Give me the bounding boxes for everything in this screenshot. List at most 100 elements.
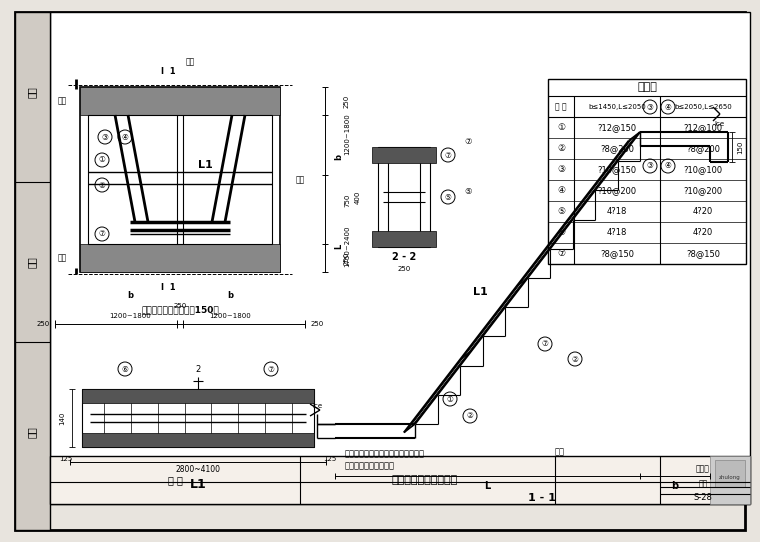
- Bar: [80, 244, 280, 272]
- Text: b≤1450,L≤2050: b≤1450,L≤2050: [588, 104, 646, 110]
- Text: lce: lce: [312, 403, 322, 409]
- Text: 750: 750: [344, 193, 350, 207]
- Text: 砼墙: 砼墙: [57, 254, 67, 262]
- Text: 4?18: 4?18: [606, 228, 627, 237]
- Polygon shape: [715, 460, 745, 487]
- Text: ?8@200: ?8@200: [686, 144, 720, 153]
- Text: ?8@150: ?8@150: [686, 249, 720, 258]
- Text: lce: lce: [714, 121, 724, 127]
- Text: ⑤: ⑤: [464, 188, 472, 197]
- Text: ?10@150: ?10@150: [597, 165, 637, 174]
- Text: 1200~1800: 1200~1800: [209, 313, 251, 319]
- Text: 250: 250: [344, 251, 350, 264]
- Text: b: b: [227, 292, 233, 300]
- Text: 砼墙: 砼墙: [57, 96, 67, 106]
- Text: 1200~1800: 1200~1800: [109, 313, 151, 319]
- Text: 1200~1800: 1200~1800: [344, 113, 350, 155]
- Bar: [80, 87, 280, 115]
- Text: ?10@100: ?10@100: [683, 165, 723, 174]
- Text: 250: 250: [397, 266, 410, 272]
- Text: 1750~2400: 1750~2400: [344, 225, 350, 267]
- Text: S-28: S-28: [694, 494, 712, 502]
- Text: ⑦: ⑦: [99, 229, 106, 238]
- Text: ②: ②: [572, 354, 578, 364]
- Text: ④: ④: [664, 162, 671, 171]
- Text: ⑤: ⑤: [445, 192, 451, 202]
- Text: L1: L1: [198, 160, 212, 170]
- Text: 配 筋: 配 筋: [556, 102, 567, 112]
- Text: 应按防倒塌要求处理。: 应按防倒塌要求处理。: [345, 461, 395, 470]
- Text: zhulong: zhulong: [719, 474, 741, 480]
- Text: 页次: 页次: [698, 480, 708, 488]
- Text: b: b: [671, 481, 679, 491]
- Text: ①: ①: [99, 156, 106, 165]
- Text: 2: 2: [195, 365, 201, 373]
- Text: 图名: 图名: [27, 86, 37, 98]
- Bar: [80, 87, 280, 272]
- Text: 4?20: 4?20: [693, 207, 713, 216]
- Bar: [372, 231, 436, 247]
- Text: 2 - 2: 2 - 2: [392, 252, 416, 262]
- Bar: [82, 433, 314, 447]
- Text: ③: ③: [647, 102, 654, 112]
- Text: ②: ②: [467, 411, 473, 421]
- Text: ⑤: ⑤: [557, 207, 565, 216]
- Text: 砼墙: 砼墙: [296, 176, 305, 184]
- Text: I  1: I 1: [160, 68, 176, 76]
- Text: 1 - 1: 1 - 1: [528, 493, 556, 503]
- Text: ①: ①: [557, 123, 565, 132]
- Text: 4?18: 4?18: [606, 207, 627, 216]
- Text: ?12@100: ?12@100: [683, 123, 723, 132]
- Text: L: L: [484, 481, 490, 491]
- Text: 140: 140: [59, 411, 65, 425]
- Text: 250: 250: [344, 94, 350, 108]
- Text: ④: ④: [122, 132, 128, 141]
- Text: 250: 250: [173, 303, 187, 309]
- Text: L1: L1: [473, 287, 487, 297]
- Text: b: b: [127, 292, 133, 300]
- Text: 2800~4100: 2800~4100: [176, 464, 220, 474]
- Text: ?8@150: ?8@150: [600, 249, 634, 258]
- Text: 配筋表: 配筋表: [637, 82, 657, 92]
- Text: 图集号: 图集号: [696, 464, 710, 474]
- Text: ⑦: ⑦: [464, 138, 472, 146]
- Text: b≤2050,L≤2650: b≤2050,L≤2650: [674, 104, 732, 110]
- Text: b: b: [334, 154, 344, 160]
- Bar: [15, 12, 50, 530]
- Text: L1: L1: [190, 479, 207, 492]
- Bar: [82, 389, 314, 403]
- Text: 设计: 设计: [27, 426, 37, 438]
- Text: 图 名: 图 名: [167, 475, 182, 485]
- Text: ⑥: ⑥: [122, 365, 128, 373]
- Text: ①: ①: [447, 395, 454, 403]
- Text: ④: ④: [664, 102, 671, 112]
- Text: ⑥: ⑥: [557, 228, 565, 237]
- Text: 250: 250: [36, 321, 49, 327]
- Text: ③: ③: [557, 165, 565, 174]
- Text: ⑦: ⑦: [542, 339, 549, 349]
- Text: ⑦: ⑦: [268, 365, 274, 373]
- Text: 砼墙: 砼墙: [185, 57, 195, 67]
- Text: 4?20: 4?20: [693, 228, 713, 237]
- Text: ?12@150: ?12@150: [597, 123, 637, 132]
- Text: ②: ②: [557, 144, 565, 153]
- Text: ③: ③: [647, 162, 654, 171]
- Text: 底板: 底板: [555, 448, 565, 456]
- Text: I  1: I 1: [160, 282, 176, 292]
- Bar: [548, 79, 746, 264]
- Text: ?10@200: ?10@200: [597, 186, 637, 195]
- Text: 400: 400: [355, 190, 361, 204]
- Text: 校对: 校对: [27, 256, 37, 268]
- Text: ?10@200: ?10@200: [683, 186, 723, 195]
- Text: ④: ④: [557, 186, 565, 195]
- Bar: [88, 115, 272, 244]
- Bar: [50, 456, 750, 504]
- Text: ⑦: ⑦: [557, 249, 565, 258]
- Text: 125: 125: [323, 456, 337, 462]
- Text: 防倒塌双跑楼梯配筋图: 防倒塌双跑楼梯配筋图: [392, 475, 458, 485]
- Text: 双跑楼梯板配筋（板厚150）: 双跑楼梯板配筋（板厚150）: [141, 306, 219, 314]
- Bar: [372, 147, 436, 163]
- Text: ②: ②: [99, 180, 106, 190]
- Bar: [710, 456, 750, 504]
- Text: ③: ③: [102, 132, 109, 141]
